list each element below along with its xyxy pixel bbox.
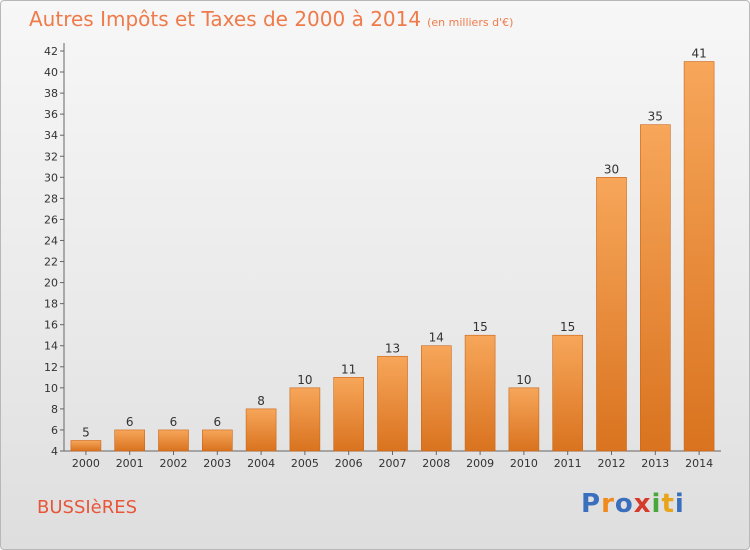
logo-letter: i <box>674 489 685 519</box>
data-label: 13 <box>385 341 400 355</box>
logo-letter: r <box>601 489 615 519</box>
data-label: 11 <box>341 362 356 376</box>
x-tick-label: 2012 <box>598 457 626 470</box>
logo-letter: t <box>661 489 675 519</box>
bar <box>70 440 102 452</box>
y-tick-label: 12 <box>44 361 58 374</box>
y-tick-label: 4 <box>51 445 58 458</box>
data-label: 15 <box>472 320 487 334</box>
y-tick-label: 16 <box>44 319 58 332</box>
logo-letter: P <box>581 489 602 519</box>
data-label: 35 <box>648 110 663 124</box>
data-label: 14 <box>429 331 444 345</box>
bar <box>333 377 365 452</box>
y-tick-label: 22 <box>44 256 58 269</box>
x-tick-label: 2006 <box>335 457 363 470</box>
y-tick-label: 10 <box>44 382 58 395</box>
data-label: 41 <box>691 47 706 61</box>
x-tick-label: 2014 <box>685 457 713 470</box>
x-tick-label: 2003 <box>203 457 231 470</box>
bar <box>464 334 496 452</box>
bar <box>158 429 189 452</box>
y-tick-label: 24 <box>44 234 58 247</box>
x-tick-label: 2010 <box>510 457 538 470</box>
y-tick-label: 8 <box>51 403 58 416</box>
data-label: 10 <box>297 373 312 387</box>
y-tick-label: 42 <box>44 45 58 58</box>
x-tick-label: 2009 <box>466 457 494 470</box>
x-tick-label: 2002 <box>160 457 188 470</box>
bar <box>420 345 452 452</box>
y-tick-label: 26 <box>44 213 58 226</box>
bar <box>508 387 540 452</box>
x-tick-label: 2007 <box>379 457 407 470</box>
data-label: 15 <box>560 320 575 334</box>
bar <box>639 124 671 452</box>
logo-letter: i <box>651 489 662 519</box>
x-tick-label: 2005 <box>291 457 319 470</box>
bar <box>289 387 321 452</box>
y-tick-label: 34 <box>44 129 58 142</box>
y-tick-label: 32 <box>44 150 58 163</box>
y-tick-label: 36 <box>44 108 58 121</box>
y-tick-label: 30 <box>44 171 58 184</box>
y-tick-label: 38 <box>44 87 58 100</box>
bar <box>245 408 277 452</box>
proxiti-logo: Proxiti <box>581 489 685 519</box>
y-tick-label: 20 <box>44 277 58 290</box>
bar <box>114 429 145 452</box>
bar <box>552 334 584 452</box>
y-tick-label: 6 <box>51 424 58 437</box>
x-tick-label: 2001 <box>116 457 144 470</box>
bar <box>683 61 715 452</box>
logo-letter: x <box>633 489 652 519</box>
y-tick-label: 40 <box>44 66 58 79</box>
bar <box>377 355 408 452</box>
bar <box>202 429 233 452</box>
data-label: 8 <box>257 394 265 408</box>
logo-letter: o <box>614 489 634 519</box>
x-tick-label: 2013 <box>641 457 669 470</box>
chart-subtitle: (en milliers d'€) <box>427 16 514 29</box>
data-label: 6 <box>213 415 221 429</box>
chart-title: Autres Impôts et Taxes de 2000 à 2014 (en… <box>29 7 513 31</box>
y-tick-label: 18 <box>44 298 58 311</box>
data-label: 6 <box>170 415 178 429</box>
data-label: 6 <box>126 415 134 429</box>
x-tick-label: 2011 <box>554 457 582 470</box>
commune-name: BUSSIèRES <box>37 497 138 518</box>
data-label: 5 <box>82 425 90 439</box>
x-tick-label: 2000 <box>72 457 100 470</box>
y-tick-label: 28 <box>44 192 58 205</box>
y-tick-label: 14 <box>44 340 58 353</box>
data-label: 10 <box>516 373 531 387</box>
bar <box>596 177 627 452</box>
data-label: 30 <box>604 162 619 176</box>
x-tick-label: 2008 <box>422 457 450 470</box>
x-tick-label: 2004 <box>247 457 275 470</box>
title-text: Autres Impôts et Taxes de 2000 à 2014 <box>29 7 422 31</box>
